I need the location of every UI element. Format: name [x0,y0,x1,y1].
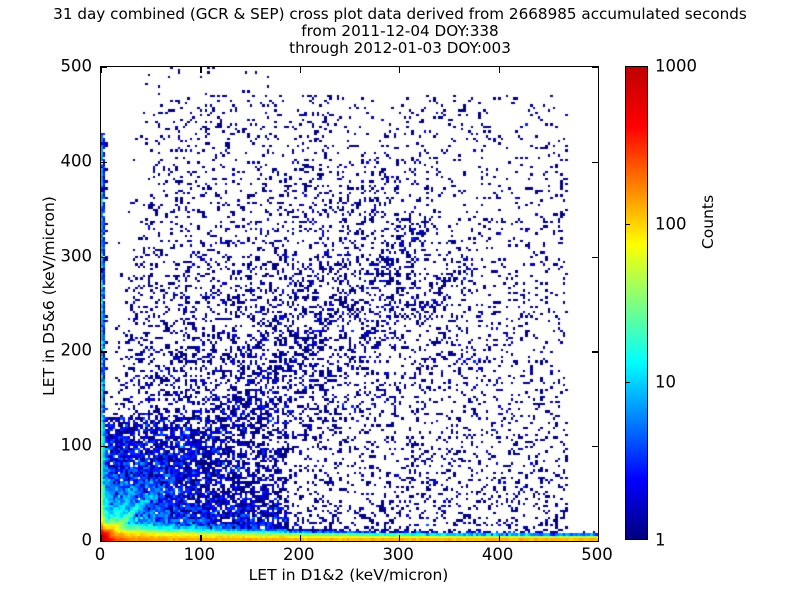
colorbar-ticklabel-100: 100 [655,214,687,234]
colorbar-label: Counts [699,194,717,250]
y-tick-100 [592,446,598,448]
title-line-1: 31 day combined (GCR & SEP) cross plot d… [53,5,747,23]
x-tick-300 [399,535,401,541]
y-ticklabel-200: 200 [60,340,93,360]
y-tick-300 [592,256,598,258]
title-line-2: from 2011-12-04 DOY:338 [301,22,499,41]
y-ticklabel-500: 500 [60,56,93,76]
x-tick-100 [200,535,202,541]
colorbar-tick-10 [625,382,630,384]
y-ticklabel-400: 400 [60,151,93,171]
y-tick-100 [101,446,107,448]
x-tick-100 [200,67,202,73]
x-ticklabel-200: 200 [283,545,315,564]
colorbar-ticklabel-1000: 1000 [655,56,697,76]
x-ticklabel-500: 500 [581,545,613,564]
plot-axes [100,66,600,543]
x-tick-500 [598,535,600,541]
y-tick-0 [101,541,107,543]
y-tick-400 [101,161,107,163]
x-tick-0 [101,67,103,73]
x-tick-400 [498,67,500,73]
y-ticklabel-0: 0 [81,530,93,550]
colorbar-ticklabel-10: 10 [655,372,676,392]
y-ticklabel-100: 100 [60,435,93,455]
colorbar-tick-100 [625,224,630,226]
y-ticklabel-300: 300 [60,246,93,266]
title-line-3: through 2012-01-03 DOY:003 [289,39,511,58]
x-tick-300 [399,67,401,73]
y-axis-label: LET in D5&6 (keV/micron) [40,196,58,396]
y-tick-300 [101,256,107,258]
x-tick-200 [299,535,301,541]
x-ticklabel-400: 400 [481,545,514,564]
y-tick-500 [592,67,598,69]
plot-title: 31 day combined (GCR & SEP) cross plot d… [0,5,800,58]
y-tick-500 [101,67,107,69]
x-tick-0 [101,535,103,541]
x-tick-500 [598,67,600,73]
colorbar-container: 1 10 100 1000 [625,57,697,550]
x-ticklabel-0: 0 [94,545,106,564]
x-ticklabel-300: 300 [382,545,414,564]
scatter-density-plot [101,67,598,541]
colorbar-gradient [625,66,648,540]
y-tick-200 [101,351,107,353]
colorbar-ticklabel-1: 1 [655,530,666,550]
x-ticklabel-100: 100 [183,545,216,564]
y-tick-0 [592,541,598,543]
x-tick-200 [299,67,301,73]
y-tick-400 [592,161,598,163]
x-tick-400 [498,535,500,541]
x-axis-label: LET in D1&2 (keV/micron) [248,566,449,584]
y-tick-200 [592,351,598,353]
